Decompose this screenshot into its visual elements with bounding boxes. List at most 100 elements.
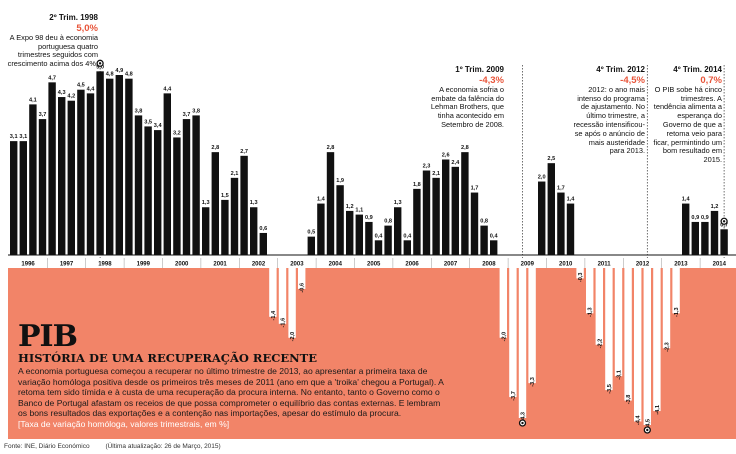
year-label: 2005 xyxy=(367,262,381,268)
bar-value-label: -3,3 xyxy=(530,377,536,387)
bar-value-label: -2,0 xyxy=(290,332,296,342)
bar-value-label: -2,3 xyxy=(665,342,671,352)
bar xyxy=(19,141,27,255)
bar-value-label: 4,9 xyxy=(115,68,123,74)
title-block: PIB HISTÓRIA DE UMA RECUPERAÇÃO RECENTE xyxy=(18,322,458,366)
bar-value-label: 1,7 xyxy=(471,186,479,192)
bar xyxy=(470,192,479,255)
bar-value-label: 4,3 xyxy=(58,90,66,96)
bar-value-label: 1,3 xyxy=(250,200,258,206)
bar xyxy=(451,166,459,255)
bar-value-label: 3,7 xyxy=(183,112,191,118)
bar xyxy=(442,159,450,255)
bar xyxy=(298,268,306,289)
bar xyxy=(499,268,507,338)
bar-value-label: 2,1 xyxy=(432,171,440,177)
bar-value-label: -3,5 xyxy=(607,384,613,394)
highlight-marker-dot xyxy=(521,421,524,425)
bar-value-label: 0,4 xyxy=(375,233,384,239)
bar xyxy=(250,207,258,255)
bar-value-label: 1,4 xyxy=(682,197,691,203)
year-label: 2000 xyxy=(175,262,189,268)
bar-value-label: -0,6 xyxy=(300,283,306,293)
bar-value-label: 1,9 xyxy=(336,178,344,184)
bar-value-label: -1,3 xyxy=(588,307,594,317)
bar-value-label: 2,6 xyxy=(442,152,450,158)
bar xyxy=(240,155,248,255)
updated-text: (Última atualização: 26 de Março, 2015) xyxy=(105,443,221,450)
bar xyxy=(413,188,421,255)
annotation-1998: 2º Trim. 1998 5,0% A Expo 98 deu à econo… xyxy=(7,13,98,69)
bar-value-label: 4,4 xyxy=(163,86,172,92)
bar-value-label: 3,1 xyxy=(19,134,27,140)
bar xyxy=(173,137,181,255)
year-label: 2011 xyxy=(598,262,612,268)
bar xyxy=(106,78,114,256)
bar xyxy=(490,240,498,255)
bar-value-label: 0,4 xyxy=(403,233,412,239)
bar xyxy=(662,268,671,349)
bar xyxy=(154,130,162,255)
bar xyxy=(86,93,95,256)
bar-value-label: 2,3 xyxy=(423,164,431,170)
year-label: 2013 xyxy=(674,262,688,268)
bar-value-label: 2,1 xyxy=(231,171,239,177)
bar xyxy=(384,225,392,255)
bar xyxy=(326,152,335,255)
year-label: 2014 xyxy=(713,262,727,268)
year-label: 1998 xyxy=(98,262,112,268)
bar xyxy=(691,221,699,255)
chart-subtitle: HISTÓRIA DE UMA RECUPERAÇÃO RECENTE xyxy=(18,351,317,365)
bar xyxy=(720,229,728,255)
bar-value-label: -2,0 xyxy=(501,332,507,342)
units-note: [Taxa de variação homóloga, valores trim… xyxy=(18,419,230,429)
bar-value-label: -3,8 xyxy=(626,395,632,405)
bar xyxy=(29,104,37,255)
bar xyxy=(192,115,200,255)
year-label: 2006 xyxy=(405,262,419,268)
highlight-marker-dot xyxy=(646,428,649,432)
bar xyxy=(38,119,47,255)
bar-value-label: 1,5 xyxy=(221,193,229,199)
source-text: Fonte: INE, Diário Económico xyxy=(4,443,90,450)
bar-value-label: 1,3 xyxy=(394,200,402,206)
bar xyxy=(77,89,85,255)
bar xyxy=(144,126,152,255)
bar-value-label: 0,8 xyxy=(384,219,392,225)
bar-value-label: 4,7 xyxy=(48,75,56,81)
highlight-marker-dot xyxy=(722,220,726,223)
bar-value-label: 1,4 xyxy=(317,197,326,203)
bar xyxy=(461,152,469,255)
bar-value-label: 2,8 xyxy=(211,145,219,151)
bar-value-label: 1,2 xyxy=(346,204,354,210)
bar xyxy=(710,210,719,255)
year-label: 2002 xyxy=(252,262,266,268)
bar-value-label: 1,8 xyxy=(413,182,421,188)
negative-area-bg xyxy=(8,261,736,439)
bar xyxy=(634,268,642,422)
bar-value-label: 0,4 xyxy=(490,233,499,239)
bar xyxy=(624,268,632,401)
bar xyxy=(653,268,661,412)
bar xyxy=(317,203,325,255)
year-label: 2003 xyxy=(290,262,304,268)
bar xyxy=(336,185,344,255)
bar xyxy=(480,225,488,255)
year-label: 1999 xyxy=(137,262,151,268)
bar xyxy=(346,210,354,255)
bar xyxy=(58,97,66,255)
bar-value-label: -3,7 xyxy=(511,391,517,401)
bar-value-label: 1,1 xyxy=(355,208,363,214)
bar-value-label: 4,1 xyxy=(29,97,37,103)
bar xyxy=(422,170,431,255)
bar xyxy=(528,268,536,384)
bar-value-label: 0,9 xyxy=(691,215,699,221)
bar-value-label: 2,0 xyxy=(538,175,546,181)
bar-value-label: 0,9 xyxy=(701,215,709,221)
bar-value-label: -1,4 xyxy=(271,310,277,321)
bar xyxy=(365,221,373,255)
bar-value-label: 2,4 xyxy=(451,160,460,166)
bar xyxy=(538,181,546,255)
bar xyxy=(10,141,18,255)
